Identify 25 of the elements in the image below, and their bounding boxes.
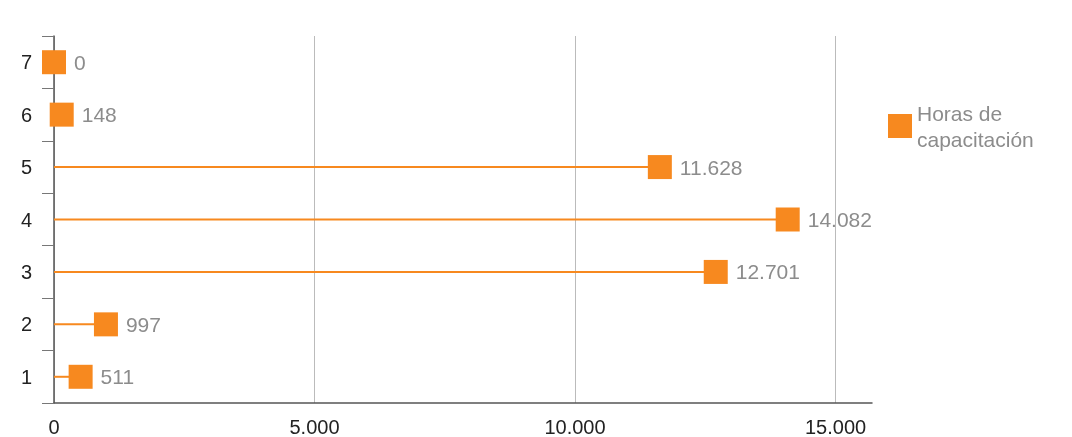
x-tick-label: 5.000: [289, 416, 340, 437]
x-tick-label: 10.000: [544, 416, 606, 437]
data-label: 11.628: [679, 155, 743, 179]
x-tick-label: 0: [48, 416, 60, 437]
data-label: 511: [100, 365, 135, 389]
point: [49, 102, 74, 127]
y-tick-label: 7: [20, 51, 32, 74]
y-tick-label: 5: [20, 156, 32, 179]
point: [93, 312, 118, 337]
point: [647, 155, 672, 180]
y-tick-label: 2: [20, 313, 32, 336]
y-tick-label: 3: [20, 260, 32, 283]
data-label: 0: [74, 50, 86, 74]
point: [42, 50, 66, 75]
y-tick-label: 4: [20, 208, 32, 231]
y-tick-label: 1: [20, 365, 32, 388]
point: [68, 364, 93, 389]
y-tick-label: 6: [20, 103, 32, 126]
data-label: 148: [81, 103, 117, 127]
point: [775, 207, 800, 232]
x-tick-label: 15.000: [804, 416, 867, 437]
data-label: 997: [125, 312, 161, 336]
data-label: 12.701: [735, 260, 800, 284]
point: [703, 259, 728, 284]
legend-label: Horas de capacitación: [917, 101, 1034, 151]
